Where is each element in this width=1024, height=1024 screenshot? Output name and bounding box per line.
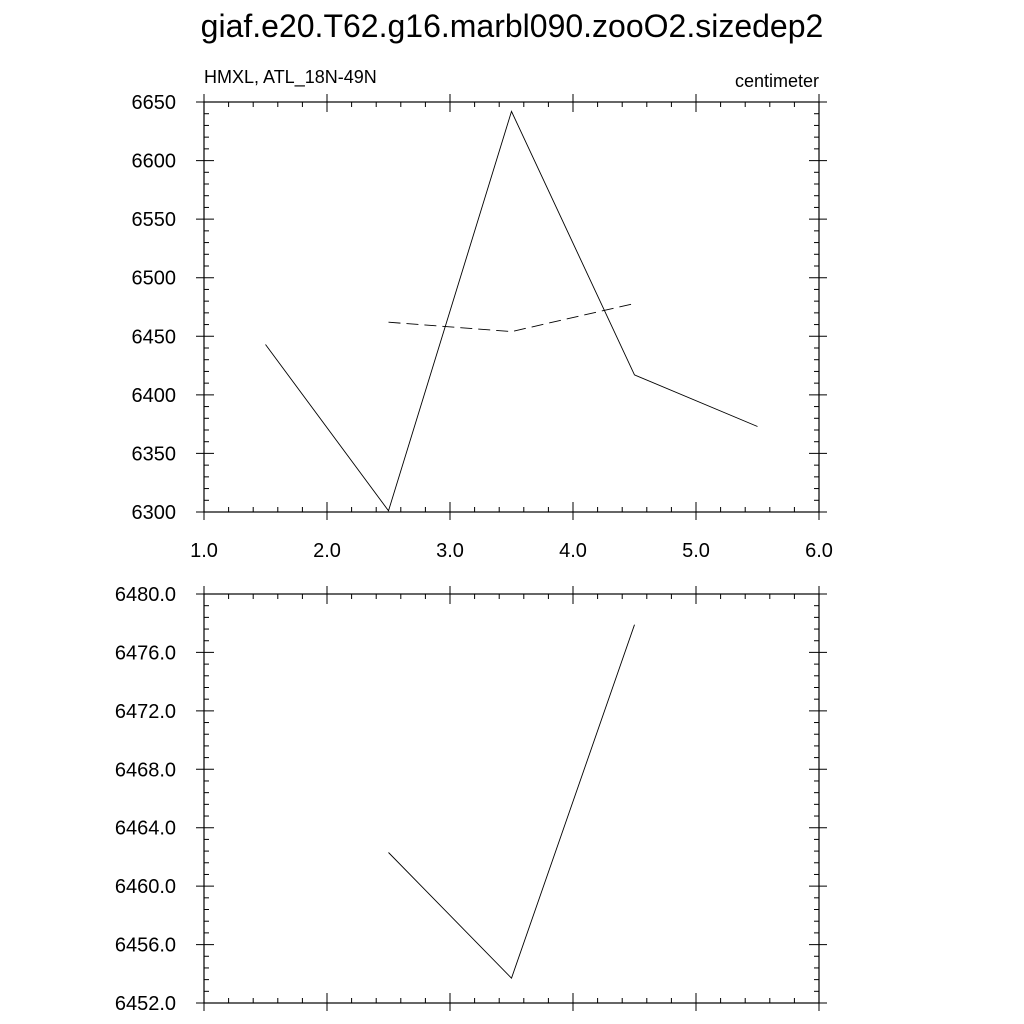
top-plot-xtick-label: 6.0 [805, 540, 833, 562]
bottom-plot-ytick-label: 6464.0 [115, 818, 176, 840]
bottom-plot-series-1-line [388, 624, 635, 980]
page-title: giaf.e20.T62.g16.marbl090.zooO2.sizedep2 [200, 8, 824, 44]
top-plot-xtick-label: 3.0 [436, 540, 464, 562]
top-plot-xtick-label: 4.0 [559, 540, 587, 562]
bottom-plot-ytick-label: 6472.0 [115, 701, 176, 723]
top-plot-subtitle-right: centimeter [735, 71, 819, 91]
top-plot-xtick-label: 5.0 [682, 540, 710, 562]
top-plot-series-2-line [388, 303, 635, 333]
bottom-plot-ytick-label: 6452.0 [115, 993, 176, 1015]
bottom-plot-ytick-label: 6476.0 [115, 642, 176, 664]
top-plot-ytick-label: 6300 [132, 502, 177, 524]
top-plot-frame [203, 101, 820, 513]
bottom-plot-ytick-label: 6456.0 [115, 935, 176, 957]
top-plot-ytick-label: 6600 [132, 151, 177, 173]
bottom-plot-ytick-label: 6468.0 [115, 759, 176, 781]
top-plot-ytick-label: 6650 [132, 92, 177, 114]
bottom-plot-frame [203, 593, 820, 1004]
top-plot-xtick-label: 1.0 [190, 540, 218, 562]
top-plot-ytick-label: 6350 [132, 443, 177, 465]
top-plot: 1.0 2.0 3.0 4.0 5.0 6.0 6300 6350 6400 6450 6500 65… [132, 92, 833, 562]
top-plot-ytick-label: 6550 [132, 209, 177, 231]
top-plot-ytick-label: 6450 [132, 326, 177, 348]
bottom-plot-ytick-label: 6480.0 [115, 584, 176, 606]
bottom-plot-ytick-label: 6460.0 [115, 876, 176, 898]
bottom-plot: 6452.0 6456.0 6460.0 6464.0 6468.0 6472.0 6476… [115, 584, 827, 1015]
top-plot-series-1-line [265, 110, 758, 512]
top-plot-xtick-label: 2.0 [313, 540, 341, 562]
top-plot-ytick-label: 6500 [132, 268, 177, 290]
top-plot-ytick-label: 6400 [132, 385, 177, 407]
top-plot-subtitle-left: HMXL, ATL_18N-49N [204, 67, 377, 88]
